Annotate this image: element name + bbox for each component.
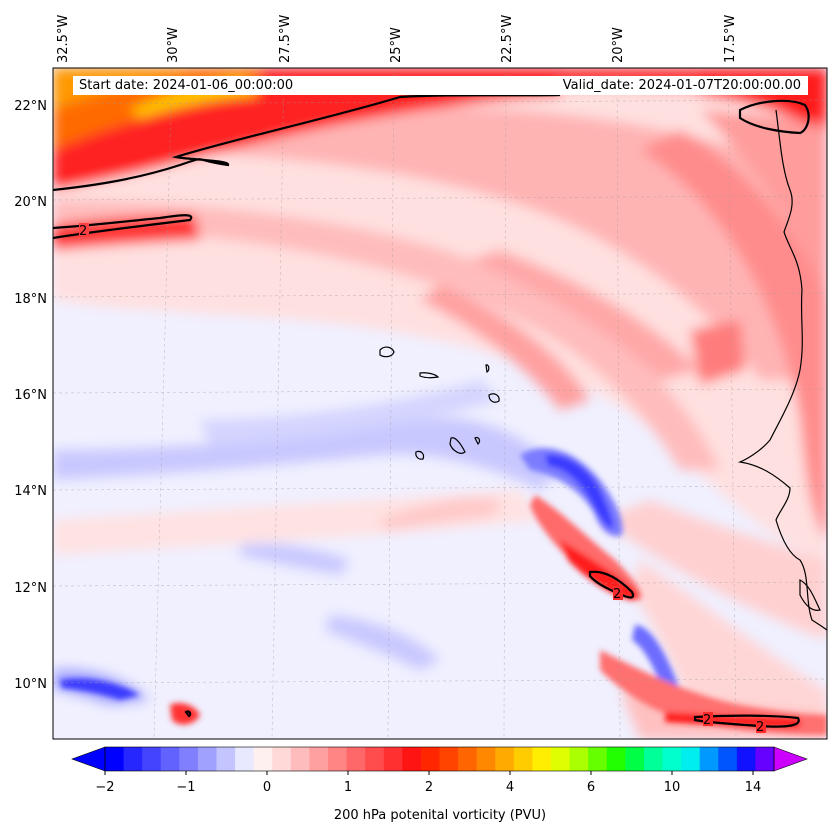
colorbar-cell [328, 747, 348, 771]
contour-ne [738, 99, 810, 135]
pv-features [60, 448, 827, 735]
contour-label-south-a: 2 [703, 713, 711, 728]
colorbar-tick-label: 6 [587, 780, 595, 795]
contour-label-20n: 2 [79, 224, 87, 239]
colorbar-tick-label: 1 [344, 780, 352, 795]
contour-north [53, 93, 561, 192]
map-frame [52, 67, 828, 740]
colorbar-cells [105, 747, 775, 771]
colorbar-cell [383, 747, 403, 771]
colorbar-min-arrow [71, 746, 106, 772]
colorbar-cell [569, 747, 589, 771]
colorbar-cell [309, 747, 329, 771]
colorbar-cell [160, 747, 180, 771]
colorbar-cell [216, 747, 236, 771]
island-santiago [449, 437, 466, 454]
colorbar-cell [662, 747, 682, 771]
africa-coast [737, 109, 827, 631]
lon-label: 20°W [611, 27, 626, 63]
latitude-labels: 22°N 20°N 18°N 16°N 14°N 12°N 10°N [14, 99, 47, 692]
island-sao-nicolau [419, 372, 440, 379]
island-maio [474, 436, 481, 446]
colorbar-cell [142, 747, 162, 771]
island-santo-antao [379, 346, 395, 358]
contour-south [693, 714, 800, 728]
colorbar-tick-label: 4 [506, 780, 514, 795]
colorbar-cell [458, 747, 478, 771]
colorbar-cell [346, 747, 366, 771]
contour-20n [53, 214, 193, 240]
lat-label: 18°N [14, 292, 47, 307]
colorbar-tick-label: −2 [95, 780, 114, 795]
colorbar-tick-label: 0 [263, 780, 271, 795]
valid-date-banner: Valid_date: 2024-01-07T20:00:00.00 [562, 78, 801, 93]
colorbar-tick-label: 10 [664, 780, 681, 795]
lat-label: 10°N [14, 677, 47, 692]
lon-label: 22.5°W [500, 15, 515, 63]
colorbar-cell [402, 747, 422, 771]
colorbar-cell [365, 747, 385, 771]
colorbar-cell [718, 747, 738, 771]
longitude-labels: 32.5°W 30°W 27.5°W 25°W 22.5°W 20°W 17.5… [56, 15, 738, 63]
colorbar-cell [439, 747, 459, 771]
colorbar-cell [513, 747, 534, 771]
colorbar-cell [532, 747, 552, 771]
colorbar-cell [476, 747, 496, 771]
pv-field: 2 2 2 2 [53, 68, 827, 739]
colorbar-cell [235, 747, 255, 771]
lon-label: 32.5°W [56, 15, 71, 63]
colorbar-tick-label: −1 [176, 780, 195, 795]
contour-label-south-b: 2 [756, 720, 764, 735]
contour-labels: 2 2 2 2 [79, 223, 766, 735]
contour-dot [184, 710, 192, 718]
colorbar-cell [272, 747, 292, 771]
colorbar-ticks [104, 771, 754, 775]
colorbar-cell [625, 747, 645, 771]
contour-label-12n: 2 [613, 587, 621, 602]
colorbar-tick-labels: −2 −1 0 1 2 4 6 10 14 [95, 780, 761, 795]
pv-2-contours [53, 93, 810, 728]
colorbar-cell [699, 747, 719, 771]
coastline [379, 109, 827, 631]
island-sal [485, 364, 490, 374]
colorbar-cell [588, 747, 608, 771]
lon-label: 17.5°W [723, 15, 738, 63]
colorbar-max-arrow [773, 746, 808, 772]
lat-label: 12°N [14, 581, 47, 596]
colorbar-title: 200 hPa potenital vorticity (PVU) [333, 808, 547, 823]
colorbar-cell [551, 747, 571, 771]
colorbar-cell [755, 747, 775, 771]
colorbar-cell [123, 747, 143, 771]
island-fogo [415, 450, 425, 460]
start-date-banner: Start date: 2024-01-06_00:00:00 [73, 76, 808, 95]
colorbar-cell [253, 747, 273, 771]
lon-label: 27.5°W [278, 15, 293, 63]
colorbar-cell [606, 747, 626, 771]
colorbar-tick-label: 14 [745, 780, 762, 795]
contour-12n [588, 570, 635, 599]
colorbar-cell [736, 747, 757, 771]
lat-label: 14°N [14, 484, 47, 499]
lat-label: 22°N [14, 99, 47, 114]
colorbar-cell [643, 747, 664, 771]
colorbar-tick-label: 2 [425, 780, 433, 795]
colorbar-cell [105, 747, 125, 771]
island-boa-vista [488, 393, 500, 403]
colorbar-cell [197, 747, 218, 771]
colorbar: −2 −1 0 1 2 4 6 10 14 [71, 746, 808, 795]
colorbar-frame [104, 746, 775, 772]
bissagos-islands [799, 579, 821, 611]
colorbar-cell [290, 747, 311, 771]
lon-label: 25°W [389, 27, 404, 63]
graticule [53, 68, 827, 739]
colorbar-cell [179, 747, 199, 771]
lat-label: 16°N [14, 388, 47, 403]
colorbar-cell [495, 747, 515, 771]
colorbar-cell [420, 747, 441, 771]
colorbar-cell [681, 747, 701, 771]
lat-label: 20°N [14, 195, 47, 210]
lon-label: 30°W [166, 27, 181, 63]
